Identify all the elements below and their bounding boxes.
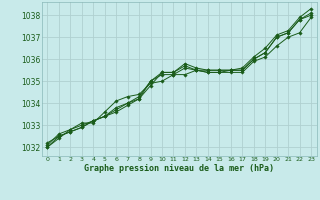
X-axis label: Graphe pression niveau de la mer (hPa): Graphe pression niveau de la mer (hPa) [84,164,274,173]
